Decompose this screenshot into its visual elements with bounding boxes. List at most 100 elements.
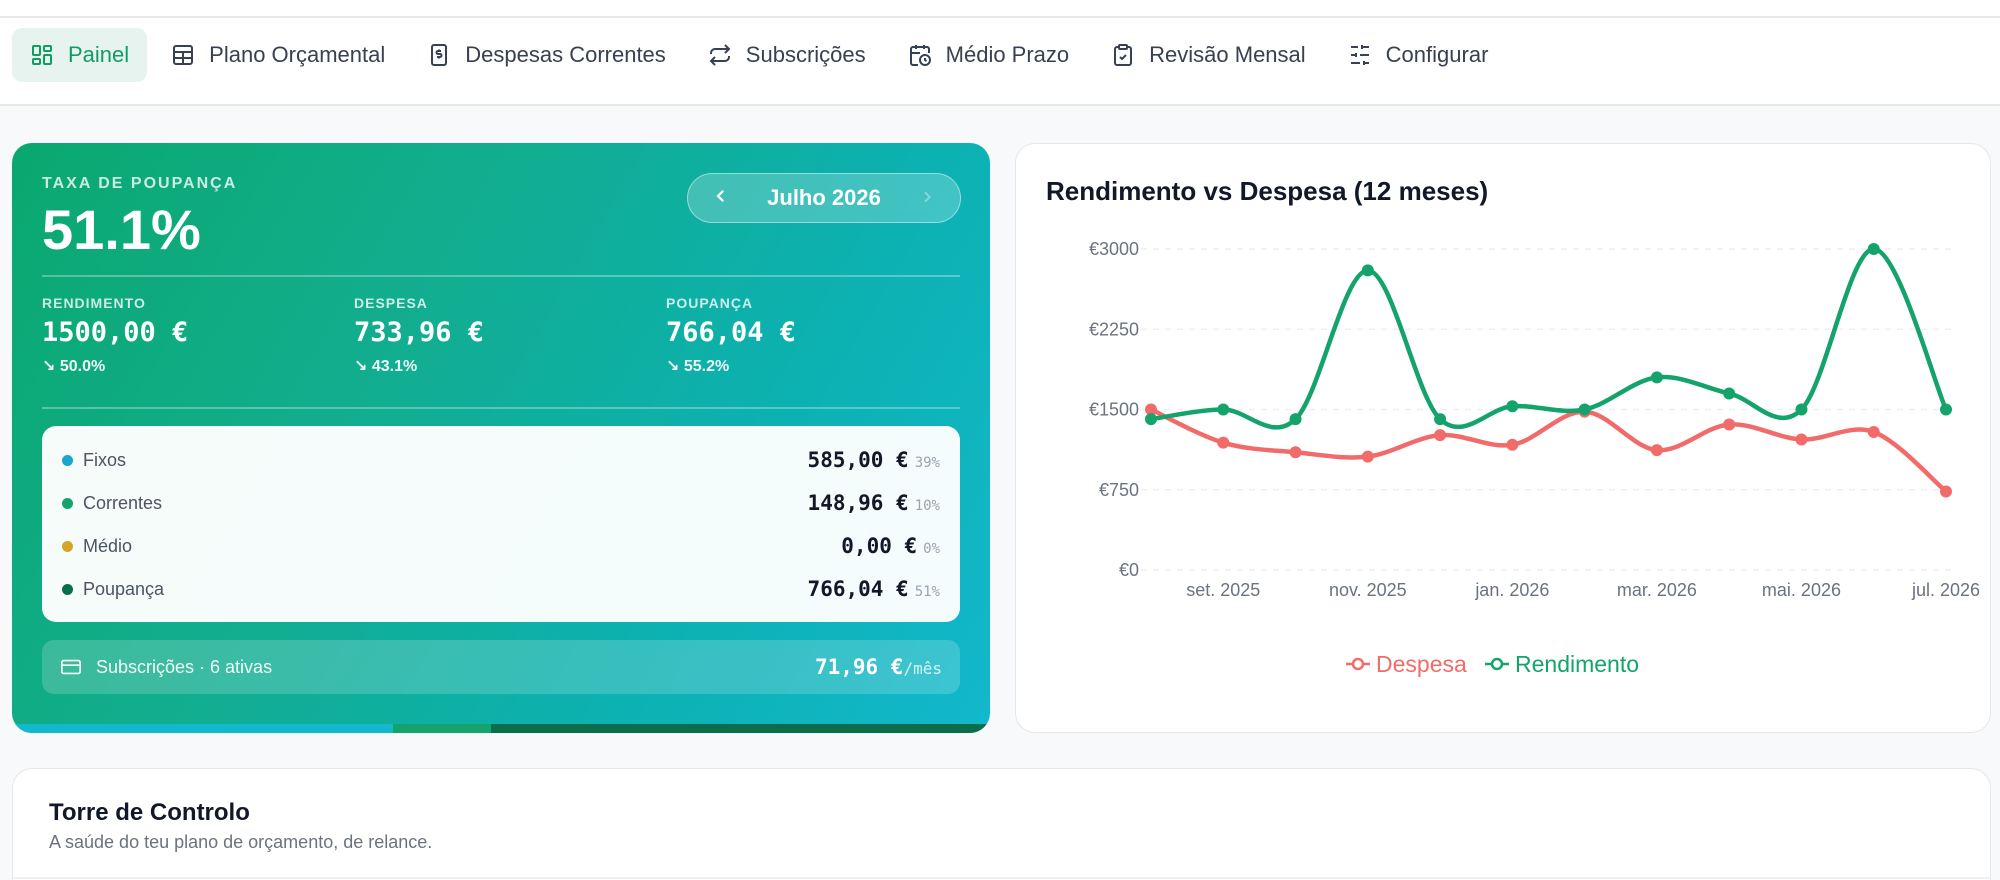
category-dot xyxy=(62,454,73,466)
category-label: Poupança xyxy=(83,578,165,599)
category-amount: 585,00 € xyxy=(807,448,909,472)
data-point xyxy=(1506,438,1519,451)
subscriptions-amount: 71,96 € xyxy=(814,655,904,679)
tab-subscricoes[interactable]: Subscrições xyxy=(690,28,884,82)
breakdown-row-medio: Médio 0,00 € 0% xyxy=(62,531,940,561)
divider xyxy=(42,407,960,409)
legend-marker xyxy=(1351,657,1365,671)
category-dot xyxy=(62,583,73,595)
tab-revisao-mensal[interactable]: Revisão Mensal xyxy=(1093,28,1324,82)
top-navigation: Painel Plano Orçamental Despesas Corrent… xyxy=(0,0,2000,106)
income-vs-expense-chart-card: Rendimento vs Despesa (12 meses) €0 €750 €… xyxy=(1015,143,1991,733)
category-dot xyxy=(62,497,73,509)
kpi-label: DESPESA xyxy=(354,295,428,311)
breakdown-row-fixos: Fixos 585,00 € 39% xyxy=(62,445,940,475)
subscriptions-summary[interactable]: Subscrições · 6 ativas 71,96 €/mês xyxy=(42,640,960,694)
data-point xyxy=(1650,371,1663,384)
subscriptions-period: /mês xyxy=(903,659,942,678)
tab-label: Subscrições xyxy=(745,42,866,67)
tab-configurar[interactable]: Configurar xyxy=(1330,28,1507,82)
dashboard-icon xyxy=(32,45,52,65)
data-point xyxy=(1795,433,1808,446)
category-percent: 0% xyxy=(923,541,940,557)
tab-medio-prazo[interactable]: Médio Prazo xyxy=(890,28,1088,82)
subscriptions-label: Subscrições · 6 ativas xyxy=(96,656,273,677)
tab-painel[interactable]: Painel xyxy=(12,28,148,82)
category-label: Correntes xyxy=(83,492,163,513)
category-label: Fixos xyxy=(83,449,127,470)
category-amount: 766,04 € xyxy=(807,577,909,601)
x-tick-label: jan. 2026 xyxy=(1474,580,1549,600)
tab-label: Revisão Mensal xyxy=(1149,42,1306,67)
legend-label: Rendimento xyxy=(1515,651,1639,677)
tab-label: Painel xyxy=(68,42,130,67)
series-line-despesa xyxy=(1148,407,1949,494)
series-line-rendimento xyxy=(1148,246,1949,430)
data-point xyxy=(1361,264,1374,277)
data-point xyxy=(1867,425,1880,438)
control-tower-subtitle: A saúde do teu plano de orçamento, de re… xyxy=(49,832,433,852)
receipt-dollar-icon xyxy=(431,44,448,66)
sliders-icon xyxy=(1350,45,1369,65)
x-tick-label: jul. 2026 xyxy=(1911,580,1980,600)
month-picker: Julho 2026 xyxy=(687,173,961,223)
data-point xyxy=(1289,413,1302,426)
category-amount: 0,00 € xyxy=(841,534,918,558)
data-point xyxy=(1217,403,1230,416)
kpi-value: 1500,00 € xyxy=(42,317,189,348)
divider xyxy=(13,877,1990,879)
tab-label: Despesas Correntes xyxy=(465,42,666,67)
data-point xyxy=(1361,450,1374,463)
tab-label: Configurar xyxy=(1385,42,1489,67)
kpi-delta: ↘ 55.2% xyxy=(666,358,730,375)
tab-label: Plano Orçamental xyxy=(209,42,386,67)
data-point xyxy=(1506,400,1519,413)
kpi-delta: ↘ 43.1% xyxy=(354,358,418,375)
table-icon xyxy=(173,45,194,65)
nav-tabs: Painel Plano Orçamental Despesas Corrent… xyxy=(12,28,1512,82)
tab-label: Médio Prazo xyxy=(945,42,1070,67)
allocation-segment xyxy=(491,724,990,733)
credit-card-icon xyxy=(61,659,81,675)
savings-summary-card: TAXA DE POUPANÇA 51.1% Julho 2026 RENDIM… xyxy=(12,143,990,733)
data-point xyxy=(1217,436,1230,449)
y-tick-label: €1500 xyxy=(1089,400,1139,420)
divider xyxy=(42,275,960,277)
data-point xyxy=(1723,418,1736,431)
kpi-label: RENDIMENTO xyxy=(42,295,146,311)
x-tick-label: mai. 2026 xyxy=(1762,580,1841,600)
kpi-value: 766,04 € xyxy=(666,317,797,348)
calendar-clock-icon xyxy=(909,45,931,66)
category-percent: 10% xyxy=(914,498,940,514)
x-tick-label: nov. 2025 xyxy=(1329,580,1407,600)
kpi-label: POUPANÇA xyxy=(666,295,754,311)
tab-despesas-correntes[interactable]: Despesas Correntes xyxy=(409,28,684,82)
kpi-rendimento: RENDIMENTO 1500,00 € ↘ 50.0% xyxy=(42,295,342,376)
category-dot xyxy=(62,540,73,552)
line-chart: €0 €750 €1500 €2250 €3000 set. 2025 nov. 2025 j… xyxy=(1089,239,1980,677)
data-point xyxy=(1795,403,1808,416)
category-percent: 39% xyxy=(914,455,940,471)
x-tick-label: set. 2025 xyxy=(1186,580,1260,600)
previous-month-button[interactable] xyxy=(708,184,734,212)
kpi-poupanca: POUPANÇA 766,04 € ↘ 55.2% xyxy=(666,295,966,376)
data-point xyxy=(1940,403,1952,416)
next-month-button[interactable] xyxy=(914,184,940,212)
data-point xyxy=(1434,429,1447,442)
allocation-segment xyxy=(12,724,394,733)
chevron-right-icon xyxy=(924,191,932,203)
y-tick-label: €2250 xyxy=(1089,319,1139,339)
savings-rate-value: 51.1% xyxy=(42,198,201,261)
allocation-segment xyxy=(393,724,492,733)
current-month: Julho 2026 xyxy=(767,185,881,210)
kpi-despesa: DESPESA 733,96 € ↘ 43.1% xyxy=(354,295,654,376)
category-percent: 51% xyxy=(914,584,940,600)
tab-plano-orcamental[interactable]: Plano Orçamental xyxy=(153,28,403,82)
breakdown-row-correntes: Correntes 148,96 € 10% xyxy=(62,488,940,518)
savings-rate-label: TAXA DE POUPANÇA xyxy=(42,175,238,192)
control-tower-card: Torre de Controlo A saúde do teu plano d… xyxy=(12,768,1991,880)
repeat-arrows-icon xyxy=(709,44,731,66)
data-point xyxy=(1650,444,1663,457)
data-point xyxy=(1723,387,1736,400)
data-point xyxy=(1940,485,1952,498)
